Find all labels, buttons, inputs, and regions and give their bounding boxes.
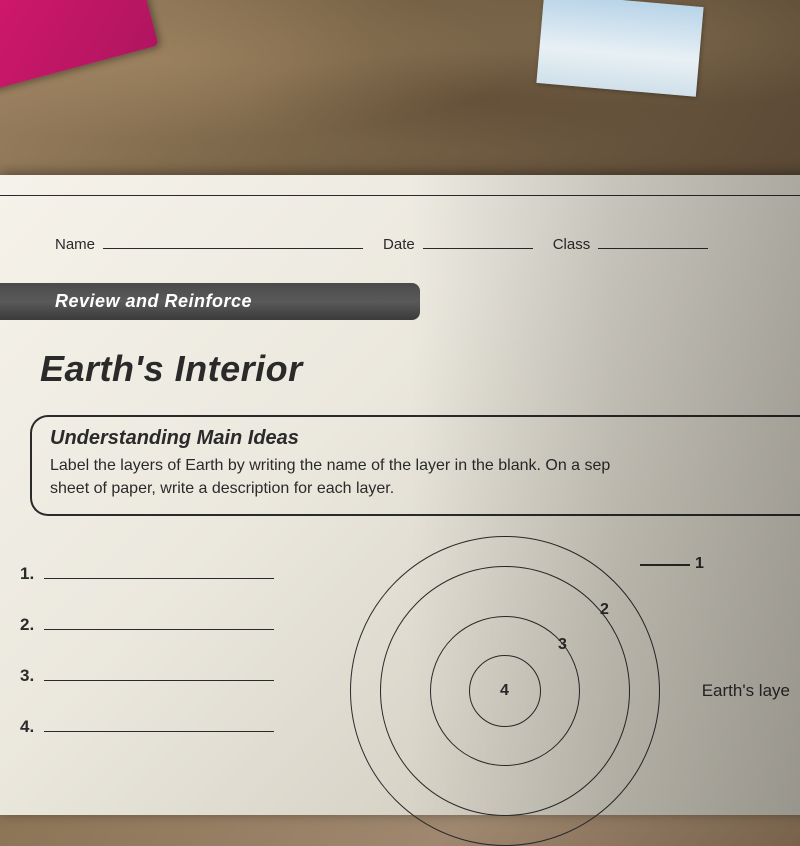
blank-row-3: 3. [20, 663, 300, 686]
blue-paper-scrap [536, 0, 703, 97]
instruction-box: Understanding Main Ideas Label the layer… [30, 415, 800, 516]
diagram-label-1: 1 [695, 555, 704, 573]
instruction-line1: Label the layers of Earth by writing the… [50, 457, 610, 474]
blank-num-4: 4. [20, 717, 44, 737]
page-title: Earth's Interior [0, 348, 800, 390]
sub-heading: Understanding Main Ideas [50, 427, 792, 450]
content-area: 1. 2. 3. 4. 1 2 [0, 546, 800, 826]
diagram-label-3: 3 [558, 636, 567, 654]
instruction-text: Label the layers of Earth by writing the… [50, 454, 792, 500]
worksheet-page: Name Date Class Review and Reinforce Ear… [0, 175, 800, 815]
class-blank[interactable] [598, 231, 708, 249]
diagram-caption: Earth's laye [702, 681, 790, 701]
diagram-label-2: 2 [600, 601, 609, 619]
date-blank[interactable] [423, 231, 533, 249]
blank-line-3[interactable] [44, 663, 274, 681]
blank-row-1: 1. [20, 561, 300, 584]
header-fields: Name Date Class [0, 231, 800, 253]
class-label: Class [553, 236, 591, 253]
blank-line-4[interactable] [44, 714, 274, 732]
blank-line-1[interactable] [44, 561, 274, 579]
name-blank[interactable] [103, 231, 363, 249]
diagram-label-4: 4 [500, 682, 509, 700]
instruction-line2: sheet of paper, write a description for … [50, 480, 394, 497]
earth-layers-diagram: 1 2 3 4 Earth's laye [300, 546, 780, 826]
answer-blanks: 1. 2. 3. 4. [20, 546, 300, 826]
name-label: Name [55, 236, 95, 253]
date-label: Date [383, 236, 415, 253]
blank-line-2[interactable] [44, 612, 274, 630]
blank-num-2: 2. [20, 615, 44, 635]
blank-num-1: 1. [20, 564, 44, 584]
leader-line-1 [640, 564, 690, 566]
blank-num-3: 3. [20, 666, 44, 686]
section-banner: Review and Reinforce [0, 283, 420, 320]
blank-row-2: 2. [20, 612, 300, 635]
blank-row-4: 4. [20, 714, 300, 737]
top-rule [0, 195, 800, 196]
